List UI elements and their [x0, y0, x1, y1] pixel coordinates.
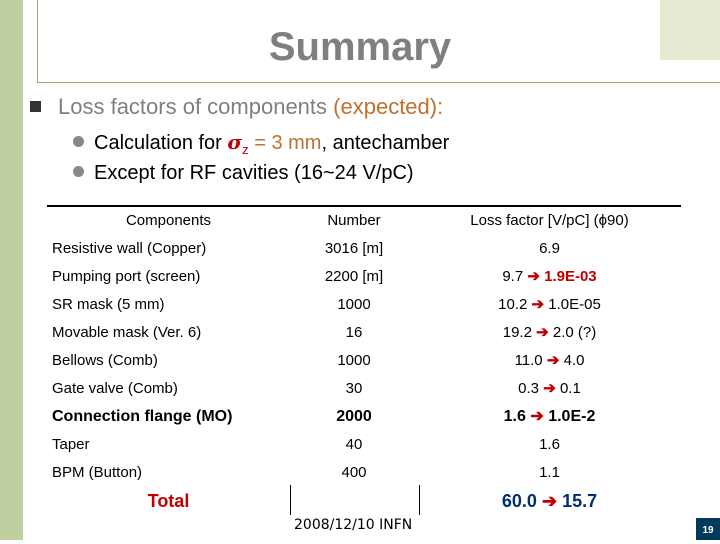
loss-value-reduced: 0.1 [559, 380, 581, 397]
table-row: Bellows (Comb) 1000 11.0 ➔ 4.0 [47, 347, 681, 375]
component-name: Resistive wall (Copper) [52, 240, 207, 257]
table-row: Resistive wall (Copper) 3016 [m] 6.9 [47, 235, 681, 263]
loss-factor: 19.2 ➔ 2.0 (?) [418, 319, 681, 347]
table-row: Taper 40 1.6 [47, 431, 681, 459]
arrow-right-icon: ➔ [527, 268, 540, 285]
total-label: Total [147, 491, 190, 511]
loss-factor: 1.6 [418, 431, 681, 459]
component-number: 16 [345, 324, 363, 341]
arrow-right-icon: ➔ [531, 296, 545, 313]
sub-bullet-2: Except for RF cavities (16~24 V/pC) [73, 162, 414, 185]
component-number: 40 [345, 436, 363, 453]
loss-value: 0.3 [518, 380, 540, 397]
component-number: 3016 [m] [324, 240, 384, 257]
sigma-symbol: σ [227, 130, 243, 154]
total-loss-factor: 60.0 ➔ 15.7 [418, 487, 681, 515]
loss-factor: 6.9 [418, 235, 681, 263]
sigma-subscript: z [242, 142, 249, 157]
total-value-reduced: 15.7 [562, 491, 598, 511]
arrow-right-icon: ➔ [543, 380, 556, 397]
loss-value-reduced: 1.9E-03 [544, 268, 597, 285]
loss-value-reduced: 4.0 [563, 352, 585, 369]
component-name: Bellows (Comb) [52, 352, 158, 369]
table-row: SR mask (5 mm) 1000 10.2 ➔ 1.0E-05 [47, 291, 681, 319]
table-row: Movable mask (Ver. 6) 16 19.2 ➔ 2.0 (?) [47, 319, 681, 347]
sub-bullet-1-prefix: Calculation for [94, 132, 228, 154]
square-bullet-icon [30, 101, 41, 112]
total-number-cell [290, 485, 420, 515]
loss-factor-table: Components Number Loss factor [V/pC] (ϕ9… [47, 205, 681, 515]
loss-value-reduced: 1.0E-05 [548, 296, 601, 313]
loss-factor: 0.3 ➔ 0.1 [418, 375, 681, 403]
decorative-left-bar [0, 0, 23, 540]
loss-value: 11.0 [514, 352, 543, 369]
page-number: 19 [696, 518, 720, 540]
component-number: 2200 [m] [324, 268, 384, 285]
table-row: Connection flange (MO) 2000 1.6 ➔ 1.0E-2 [47, 403, 681, 431]
component-name: Movable mask (Ver. 6) [52, 324, 202, 341]
loss-factor: 1.6 ➔ 1.0E-2 [418, 403, 681, 431]
sub-bullet-1-rest: , antechamber [321, 132, 450, 154]
arrow-right-icon: ➔ [530, 408, 544, 425]
component-name: Taper [52, 436, 90, 453]
main-bullet-text: Loss factors of components [58, 94, 328, 119]
loss-factor: 11.0 ➔ 4.0 [418, 347, 681, 375]
loss-factor: 1.1 [418, 459, 681, 487]
round-bullet-icon [73, 166, 84, 177]
sub-bullet-1: Calculation for σz = 3 mm, antechamber [73, 130, 450, 157]
component-name: Connection flange (MO) [52, 408, 233, 425]
table-row: Pumping port (screen) 2200 [m] 9.7 ➔ 1.9… [47, 263, 681, 291]
loss-value: 19.2 [502, 324, 532, 341]
main-bullet: Loss factors of components (expected): [30, 94, 443, 120]
loss-value-reduced: 2.0 (?) [552, 324, 597, 341]
table-total-row: Total 60.0 ➔ 15.7 [47, 487, 681, 515]
loss-value: 1.1 [539, 464, 560, 481]
sub-bullet-2-text: Except for RF cavities (16~24 V/pC) [94, 162, 414, 184]
title-divider [37, 82, 720, 83]
arrow-right-icon: ➔ [536, 324, 549, 341]
arrow-right-icon: ➔ [541, 491, 558, 511]
decorative-vertical-line [37, 0, 38, 83]
loss-value: 1.6 [539, 436, 560, 453]
component-name: SR mask (5 mm) [52, 296, 165, 313]
loss-value-reduced: 1.0E-2 [548, 408, 596, 425]
loss-value: 10.2 [498, 296, 528, 313]
component-number: 400 [341, 464, 367, 481]
table-top-rule [47, 205, 681, 207]
total-value: 60.0 [501, 491, 537, 511]
table-row: BPM (Button) 400 1.1 [47, 459, 681, 487]
footer-date-venue: 2008/12/10 INFN [294, 517, 413, 533]
decorative-corner [660, 0, 720, 60]
component-number: 30 [345, 380, 363, 397]
component-name: Gate valve (Comb) [52, 380, 178, 397]
slide-title: Summary [268, 25, 452, 69]
arrow-right-icon: ➔ [546, 352, 560, 369]
loss-value: 6.9 [539, 240, 560, 257]
component-number: 2000 [336, 408, 372, 425]
component-number: 1000 [337, 296, 371, 313]
loss-value: 9.7 [502, 268, 524, 285]
table-row: Gate valve (Comb) 30 0.3 ➔ 0.1 [47, 375, 681, 403]
component-name: Pumping port (screen) [52, 268, 201, 285]
sub-bullet-1-equation: = 3 mm [248, 132, 322, 154]
header-components: Components [125, 212, 212, 229]
header-loss-factor: Loss factor [V/pC] (ϕ90) [470, 212, 629, 229]
round-bullet-icon [73, 136, 84, 147]
loss-factor: 10.2 ➔ 1.0E-05 [418, 291, 681, 319]
loss-value: 1.6 [503, 408, 526, 425]
main-bullet-paren: (expected): [333, 94, 444, 119]
table-header-row: Components Number Loss factor [V/pC] (ϕ9… [47, 207, 681, 235]
component-name: BPM (Button) [52, 464, 143, 481]
header-number: Number [327, 212, 381, 229]
component-number: 1000 [337, 352, 371, 369]
loss-factor: 9.7 ➔ 1.9E-03 [418, 263, 681, 291]
